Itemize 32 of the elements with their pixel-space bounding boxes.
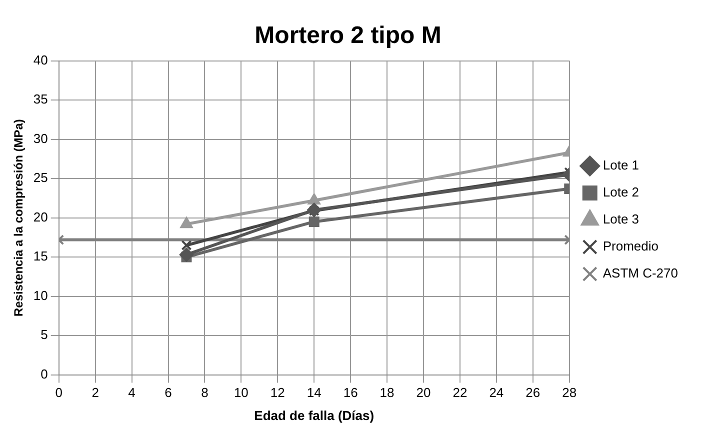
x-tick-label: 26 (526, 385, 540, 400)
legend-label: Lote 1 (602, 158, 640, 173)
y-tick-label: 35 (33, 92, 48, 107)
x-tick-label: 18 (380, 385, 394, 400)
x-tick-label: 4 (128, 385, 136, 400)
y-tick-label: 15 (33, 248, 48, 264)
legend-label: Lote 3 (602, 212, 640, 227)
y-tick-label: 40 (33, 52, 48, 68)
y-tick-label: 0 (40, 366, 48, 382)
legend-label: ASTM C-270 (602, 266, 678, 281)
x-tick-label: 12 (270, 385, 285, 400)
y-axis-title: Resistencia a la compresión (MPa) (12, 119, 26, 317)
x-tick-label: 22 (452, 385, 468, 400)
y-tick-label: 20 (33, 209, 48, 224)
legend-label: Lote 2 (602, 184, 640, 200)
y-tick-label: 30 (33, 130, 48, 146)
x-axis-title: Edad de falla (Días) (254, 408, 374, 423)
chart-title: Mortero 2 tipo M (254, 22, 442, 50)
x-tick-label: 0 (55, 385, 62, 400)
x-tick-label: 6 (164, 385, 172, 400)
x-tick-label: 10 (234, 385, 248, 400)
y-tick-label: 25 (33, 170, 48, 186)
x-tick-label: 20 (416, 385, 431, 400)
x-tick-label: 24 (489, 385, 504, 400)
x-tick-label: 8 (201, 385, 208, 400)
x-tick-label: 28 (562, 385, 577, 400)
x-tick-label: 14 (306, 385, 322, 400)
x-tick-label: 16 (343, 385, 358, 400)
x-tick-label: 2 (92, 385, 99, 400)
y-tick-label: 5 (40, 327, 48, 342)
y-tick-label: 10 (33, 288, 48, 303)
legend-label: Promedio (602, 238, 659, 254)
